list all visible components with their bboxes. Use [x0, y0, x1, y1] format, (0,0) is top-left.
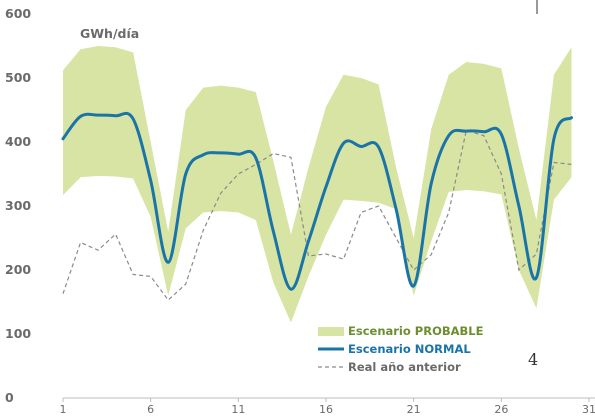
x-tick-label: 21 [407, 403, 421, 416]
x-tick-label: 26 [494, 403, 508, 416]
legend-label-real: Real año anterior [348, 360, 461, 374]
legend-label-probable: Escenario PROBABLE [348, 324, 484, 338]
x-tick-label: 6 [147, 403, 154, 416]
x-tick-label: 31 [582, 403, 595, 416]
y-tick-label: 200 [5, 262, 31, 277]
x-tick-label: 11 [231, 403, 245, 416]
y-tick-label: 300 [5, 198, 31, 213]
x-tick-label: 16 [319, 403, 333, 416]
legend: Escenario PROBABLE Escenario NORMAL Real… [318, 324, 484, 374]
probable-band [63, 46, 572, 323]
probable-band-layer [63, 46, 572, 323]
y-tick-label: 500 [5, 70, 31, 85]
legend-label-normal: Escenario NORMAL [348, 342, 471, 356]
series-line-escenario-normal [61, 111, 573, 291]
y-tick-label: 400 [5, 134, 31, 149]
y-tick-label: 0 [5, 390, 14, 405]
series-layer [61, 111, 573, 301]
y-axis-unit-label: GWh/día [80, 26, 139, 41]
x-tick-label: 1 [60, 403, 67, 416]
y-tick-label: 600 [5, 6, 31, 21]
legend-swatch-probable [318, 327, 344, 336]
series-line-real-ano-anterior [62, 129, 572, 301]
page-number: 4 [528, 350, 538, 369]
y-tick-label: 100 [5, 326, 31, 341]
